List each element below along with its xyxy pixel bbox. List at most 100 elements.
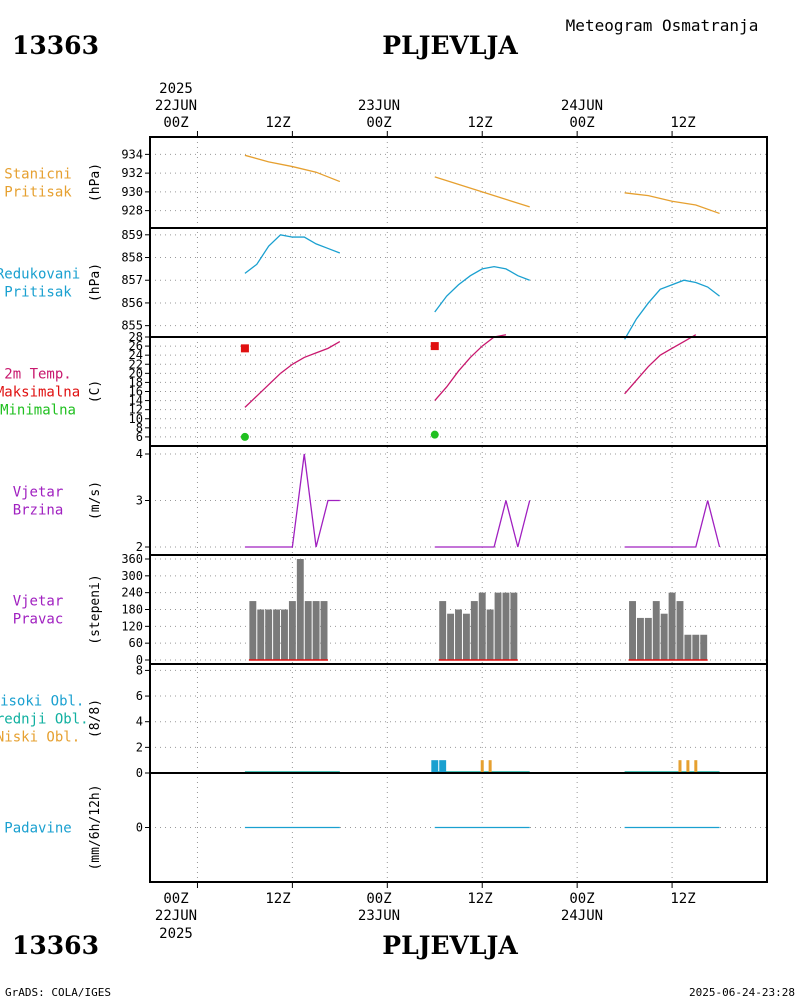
source-credit: GrADS: COLA/IGES	[5, 986, 111, 999]
top-date-2: 23JUN	[358, 98, 400, 114]
temperature-ytick-label-2: 10	[129, 412, 143, 426]
top-tick-1: 00Z	[163, 115, 188, 131]
cloud-cover-unit-label: (8/8)	[88, 699, 103, 738]
wind-dir-bar	[265, 609, 273, 660]
wind-dir-bar	[304, 601, 312, 660]
wind-speed-ytick-label-0: 2	[136, 540, 143, 554]
wind-direction-ytick-label-4: 240	[121, 586, 143, 600]
precipitation-frame	[149, 772, 768, 883]
wind-speed-series-1	[434, 500, 531, 548]
wind-direction-ytick-label-0: 0	[136, 653, 143, 667]
temperature-ytick-label-4: 14	[129, 394, 143, 408]
low-cloud-bar	[694, 760, 698, 773]
temperature-title-2: Minimalna	[0, 403, 76, 419]
wind-dir-bar	[257, 609, 265, 660]
top-year: 2025	[159, 81, 193, 97]
wind-speed-ytick-label-1: 3	[136, 494, 143, 508]
cloud-cover-title-2: Niski Obl.	[0, 730, 80, 746]
station-pressure-title-0: Stanicni	[4, 167, 71, 183]
temperature-ytick-label-6: 18	[129, 375, 143, 389]
temperature-ytick-label-1: 8	[136, 421, 143, 435]
precipitation-unit-label: (mm/6h/12h)	[88, 784, 103, 870]
reduced-pressure-ytick-label-0: 855	[121, 319, 143, 333]
station-id-bottom: 13363	[12, 931, 99, 960]
wind-dir-bar	[486, 609, 494, 660]
wind-direction-ytick-label-3: 180	[121, 603, 143, 617]
wind-dir-bar	[700, 634, 708, 660]
wind-dir-bar	[684, 634, 692, 660]
temperature-series-1	[434, 334, 507, 402]
wind-speed-ytick-label-2: 4	[136, 447, 143, 461]
reduced-pressure-ytick-label-2: 857	[121, 273, 143, 287]
station-pressure-ytick-label-3: 934	[121, 147, 143, 161]
top-tick-5: 00Z	[569, 115, 594, 131]
wind-direction-ytick-label-1: 60	[129, 636, 143, 650]
generated-timestamp: 2025-06-24-23:28	[689, 986, 795, 999]
low-cloud-bar	[678, 760, 682, 773]
wind-dir-bar	[249, 601, 257, 660]
max-temp-marker	[240, 344, 249, 353]
wind-dir-bar	[636, 617, 644, 660]
cloud-cover-frame	[149, 663, 768, 774]
bottom-date-1: 22JUN	[155, 908, 197, 924]
bottom-tick-3: 00Z	[366, 891, 391, 907]
cloud-cover-ytick-label-0: 0	[136, 766, 143, 780]
wind-dir-bar	[447, 613, 455, 660]
cloud-cover-title-0: Visoki Obl.	[0, 694, 84, 710]
cloud-cover-ytick-label-3: 6	[136, 689, 143, 703]
wind-dir-bar	[676, 601, 684, 660]
wind-direction-ytick-label-2: 120	[121, 619, 143, 633]
bottom-tick-5: 00Z	[569, 891, 594, 907]
wind-dir-bar	[312, 601, 320, 660]
station-name-top: PLJEVLJA	[382, 31, 518, 60]
station-pressure-frame	[149, 136, 768, 229]
temperature-ytick-label-8: 22	[129, 357, 143, 371]
min-temp-marker	[430, 430, 439, 439]
wind-dir-bar	[281, 609, 288, 660]
top-date-3: 24JUN	[561, 98, 603, 114]
bottom-tick-1: 00Z	[163, 891, 188, 907]
wind-dir-bar	[439, 601, 447, 660]
temperature-title-0: 2m Temp.	[4, 367, 71, 383]
station-id-top: 13363	[12, 31, 99, 60]
top-date-1: 22JUN	[155, 98, 197, 114]
wind-speed-title-0: Vjetar	[13, 485, 64, 501]
temperature-series-0	[244, 340, 341, 408]
temperature-title-1: Maksimalna	[0, 385, 80, 401]
cloud-cover-ytick-label-1: 2	[136, 740, 143, 754]
reduced-pressure-unit-label: (hPa)	[88, 263, 103, 302]
temperature-ytick-label-5: 16	[129, 385, 143, 399]
high-cloud-bar	[431, 760, 439, 773]
wind-dir-bar	[660, 613, 668, 660]
low-cloud-bar	[488, 760, 492, 773]
reduced-pressure-ytick-label-1: 856	[121, 296, 143, 310]
frame-layer: 928 930 932 934 (hPa) Stanicni Pritisak 855 856 8…	[0, 131, 768, 888]
wind-dir-bar	[668, 592, 676, 660]
reduced-pressure-series-1	[434, 265, 530, 313]
bottom-year: 2025	[159, 926, 193, 942]
reduced-pressure-ytick-label-3: 858	[121, 251, 143, 265]
temperature-frame	[149, 336, 768, 447]
top-tick-6: 12Z	[670, 115, 695, 131]
series-layer	[240, 154, 721, 829]
top-tick-3: 00Z	[366, 115, 391, 131]
station-pressure-ytick-label-2: 932	[121, 166, 143, 180]
wind-dir-bar	[510, 592, 518, 660]
reduced-pressure-series-2	[624, 279, 720, 340]
wind-speed-title-1: Brzina	[13, 503, 64, 519]
cloud-cover-ytick-label-2: 4	[136, 715, 143, 729]
precipitation-ytick-label-0: 0	[136, 821, 143, 835]
wind-dir-bar	[629, 601, 636, 660]
temperature-ytick-label-11: 28	[129, 330, 143, 344]
wind-dir-bar	[288, 601, 296, 660]
high-cloud-bar	[439, 760, 447, 773]
precipitation-title-0: Padavine	[4, 821, 71, 837]
wind-speed-series-2	[624, 500, 721, 548]
product-title: Meteogram Osmatranja	[566, 16, 759, 35]
wind-dir-bar	[478, 592, 486, 660]
reduced-pressure-series-0	[244, 234, 341, 274]
station-pressure-title-1: Pritisak	[4, 185, 72, 201]
wind-dir-bar	[502, 592, 510, 660]
low-cloud-bar	[686, 760, 690, 773]
